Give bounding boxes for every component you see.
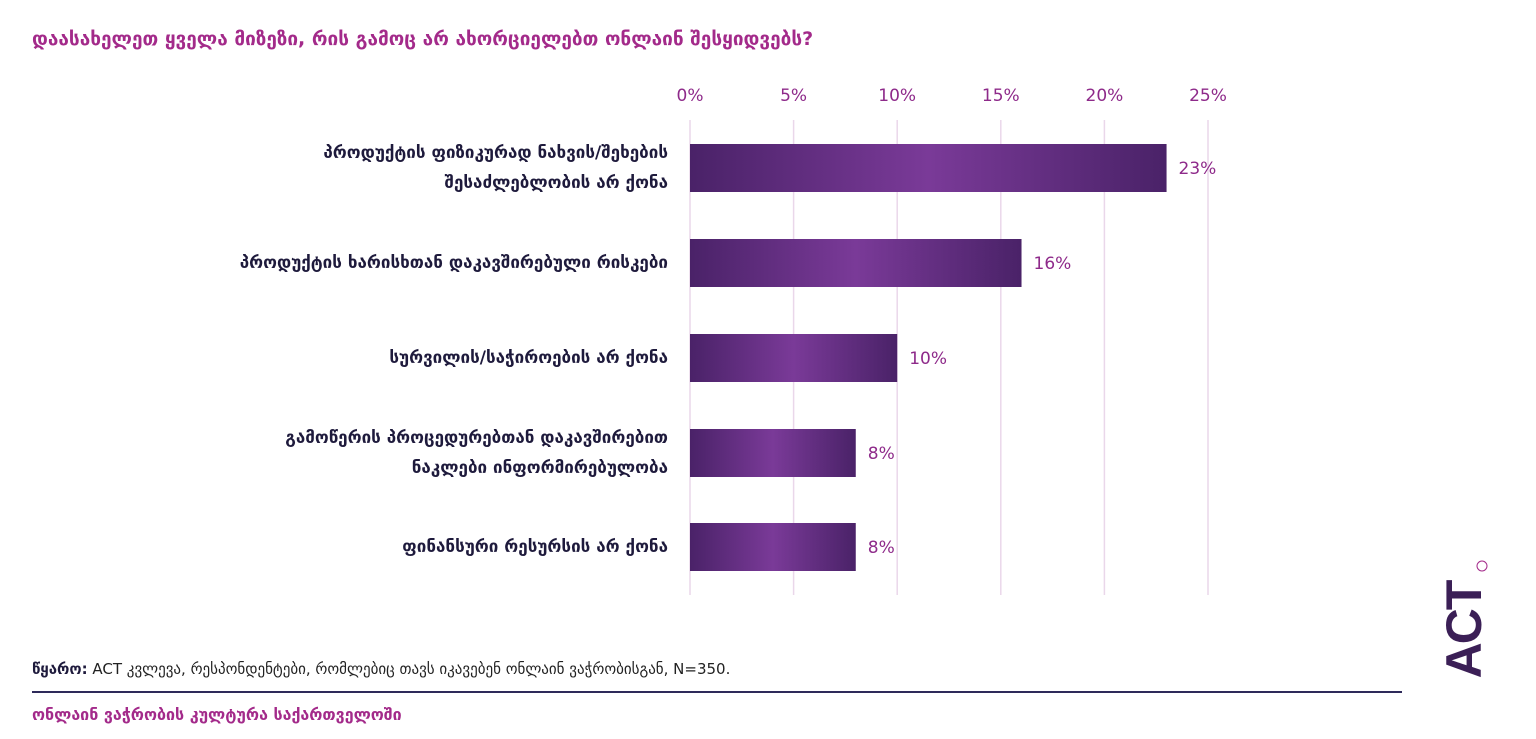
x-axis-ticks: 0% 5% 10% 15% 20% 25% [677,86,1227,106]
value-label: 10% [909,349,947,369]
x-tick-label: 5% [780,86,807,106]
source-text: ACT კვლევა, რესპონდენტები, რომლებიც თავს… [87,660,731,678]
category-label-line: ნაკლები ინფორმირებულობა [411,458,668,478]
x-tick-label: 15% [982,86,1020,106]
category-label: ფინანსური რესურსის არ ქონა [108,532,668,562]
category-label-line: სურვილის/საჭიროების არ ქონა [389,348,668,368]
value-label: 8% [868,444,895,464]
category-label: გამოწერის პროცედურებთან დაკავშირებით ნაკლ… [108,423,668,483]
bars [690,144,1167,571]
category-label: პროდუქტის ხარისხთან დაკავშირებული რისკებ… [108,248,668,278]
category-label-line: პროდუქტის ხარისხთან დაკავშირებული რისკებ… [239,253,668,273]
value-label: 8% [868,538,895,558]
chart-title: დაასახელეთ ყველა მიზეზი, რის გამოც არ ახ… [32,28,814,50]
category-label-line: ფინანსური რესურსის არ ქონა [402,537,668,557]
category-label-line: შესაძლებლობის არ ქონა [444,173,668,193]
x-tick-label: 20% [1086,86,1124,106]
bar [690,523,856,571]
act-logo: ACT [1446,560,1490,678]
category-label-line: გამოწერის პროცედურებთან დაკავშირებით [285,428,668,448]
value-labels: 23% 16% 10% 8% 8% [868,159,1217,558]
category-label: სურვილის/საჭიროების არ ქონა [108,343,668,373]
bar [690,334,898,382]
value-label: 16% [1034,254,1072,274]
bar [690,429,856,477]
act-logo-text: ACT [1446,580,1490,678]
bar [690,239,1022,287]
footer-divider [32,691,1402,693]
x-tick-label: 25% [1189,86,1227,106]
x-tick-label: 0% [677,86,704,106]
source-note: წყარო: ACT კვლევა, რესპონდენტები, რომლებ… [32,660,730,678]
bar [690,144,1167,192]
source-label: წყარო: [32,660,88,678]
registered-mark-icon [1476,560,1488,572]
x-tick-label: 10% [878,86,916,106]
value-label: 23% [1179,159,1217,179]
category-label-line: პროდუქტის ფიზიკურად ნახვის/შეხების [323,143,668,163]
footer-title: ონლაინ ვაჭრობის კულტურა საქართველოში [32,705,402,724]
category-label: პროდუქტის ფიზიკურად ნახვის/შეხების შესაძლ… [108,138,668,198]
